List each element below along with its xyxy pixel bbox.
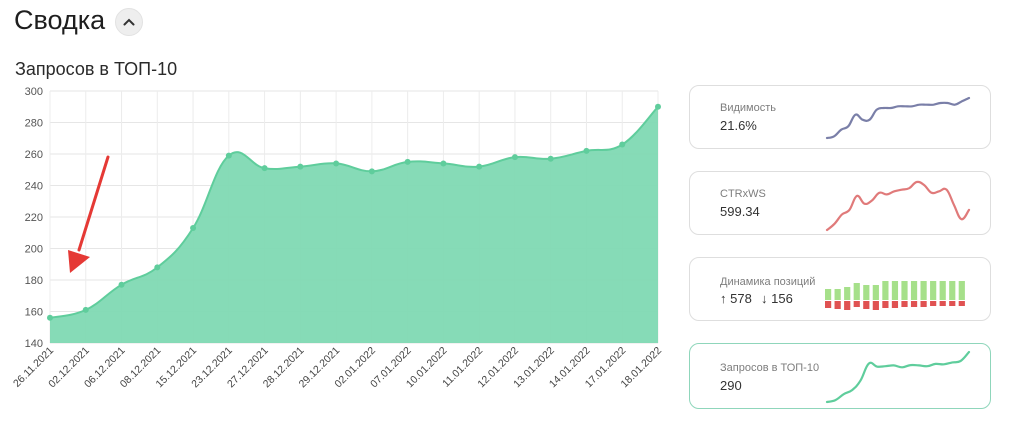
bar-up — [853, 283, 860, 300]
collapse-button[interactable] — [115, 8, 144, 36]
chevron-up-icon — [123, 18, 135, 26]
bar-up — [863, 285, 870, 300]
data-point — [368, 168, 375, 175]
bar-up — [949, 281, 956, 300]
bar-up — [834, 289, 841, 300]
bar-up — [872, 285, 879, 300]
card-ctrxws[interactable]: CTRxWS 599.34 — [689, 171, 991, 235]
y-tick-label: 240 — [25, 181, 43, 193]
positions-up-value: ↑ 578 — [720, 291, 752, 306]
bar-down — [958, 301, 965, 306]
y-tick-label: 140 — [25, 338, 43, 350]
bar-down — [853, 301, 860, 307]
bar-up — [882, 281, 889, 300]
y-tick-label: 180 — [25, 275, 43, 287]
bar-down — [949, 301, 956, 306]
bar-up — [958, 281, 965, 300]
page-title: Сводка — [14, 4, 106, 35]
data-point — [511, 154, 518, 161]
data-point — [655, 103, 661, 110]
data-point — [476, 163, 483, 170]
bar-up — [939, 281, 946, 300]
bar-up — [930, 281, 937, 300]
bar-down — [891, 301, 899, 308]
card-visibility[interactable]: Видимость 21.6% — [689, 85, 991, 149]
bar-down — [825, 301, 832, 308]
position-dynamics-bars — [825, 281, 965, 310]
card-label: Видимость — [720, 102, 776, 114]
card-label: CTRxWS — [720, 188, 766, 200]
data-point — [154, 264, 161, 271]
data-point — [225, 152, 232, 159]
positions-down-value: ↓ 156 — [761, 291, 793, 306]
bar-down — [901, 301, 908, 307]
card-value: 290 — [720, 378, 742, 393]
annotation-arrow-shaft — [77, 155, 110, 252]
bar-down — [844, 301, 851, 310]
data-point — [118, 281, 125, 288]
bar-up — [901, 281, 908, 300]
data-point — [619, 141, 626, 148]
data-point — [440, 160, 447, 167]
card-label: Динамика позиций — [720, 276, 816, 288]
data-point — [261, 165, 268, 172]
bar-down — [910, 301, 918, 307]
y-tick-label: 300 — [25, 86, 43, 98]
bar-up — [844, 287, 851, 300]
bar-down — [863, 301, 870, 309]
top10-area-chart: 14016018020022024026028030026.11.202102.… — [11, 86, 664, 390]
bar-down — [939, 301, 946, 306]
data-point — [297, 163, 304, 170]
card-label: Запросов в ТОП-10 — [720, 362, 820, 374]
data-point — [82, 306, 89, 313]
y-tick-label: 260 — [25, 149, 43, 161]
data-point — [190, 225, 197, 232]
bar-up — [920, 281, 927, 300]
data-point — [404, 158, 411, 165]
sparkline-path — [825, 350, 971, 404]
y-tick-label: 220 — [25, 212, 43, 224]
area-fill — [50, 106, 658, 343]
sparkline-path — [825, 180, 971, 232]
y-tick-label: 280 — [25, 118, 43, 130]
bar-down — [834, 301, 841, 309]
card-position-dynamics[interactable]: Динамика позиций ↑ 578 ↓ 156 — [689, 257, 991, 321]
bar-up — [891, 281, 899, 300]
bar-down — [882, 301, 889, 308]
bar-down — [920, 301, 927, 307]
bar-down — [930, 301, 937, 306]
bar-up — [825, 289, 832, 300]
card-value: 21.6% — [720, 118, 757, 133]
sparkline-path — [825, 96, 971, 140]
summary-header: Сводка — [14, 4, 144, 36]
data-point — [547, 155, 554, 162]
y-tick-label: 160 — [25, 307, 43, 319]
ctrxws-sparkline — [825, 180, 971, 232]
data-point — [583, 147, 590, 154]
bar-up — [910, 281, 918, 300]
top10-sparkline — [825, 350, 971, 404]
card-value: 599.34 — [720, 204, 760, 219]
card-top10[interactable]: Запросов в ТОП-10 290 — [689, 343, 991, 409]
annotation-arrow-head — [68, 250, 90, 273]
visibility-sparkline — [825, 96, 971, 140]
data-point — [333, 160, 340, 167]
chart-title: Запросов в ТОП-10 — [15, 59, 178, 79]
bar-down — [872, 301, 879, 310]
y-tick-label: 200 — [25, 244, 43, 256]
data-point — [47, 314, 53, 321]
